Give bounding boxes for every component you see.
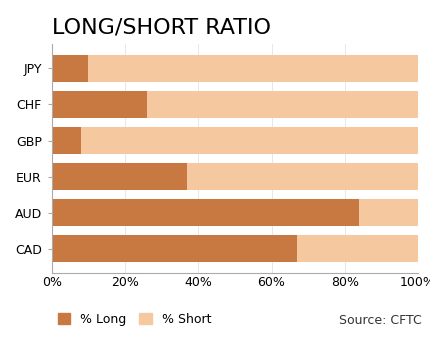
Bar — [297, 235, 417, 263]
Bar — [187, 163, 417, 190]
Text: Source: CFTC: Source: CFTC — [338, 314, 421, 327]
Bar — [147, 91, 417, 118]
Bar — [88, 55, 417, 82]
Bar — [81, 127, 417, 154]
Legend: % Long, % Short: % Long, % Short — [58, 313, 211, 326]
Bar — [52, 235, 297, 263]
Bar — [52, 55, 88, 82]
Text: LONG/SHORT RATIO: LONG/SHORT RATIO — [52, 17, 270, 37]
Bar — [52, 127, 81, 154]
Bar — [52, 163, 187, 190]
Bar — [52, 199, 359, 226]
Bar — [359, 199, 417, 226]
Bar — [52, 91, 147, 118]
